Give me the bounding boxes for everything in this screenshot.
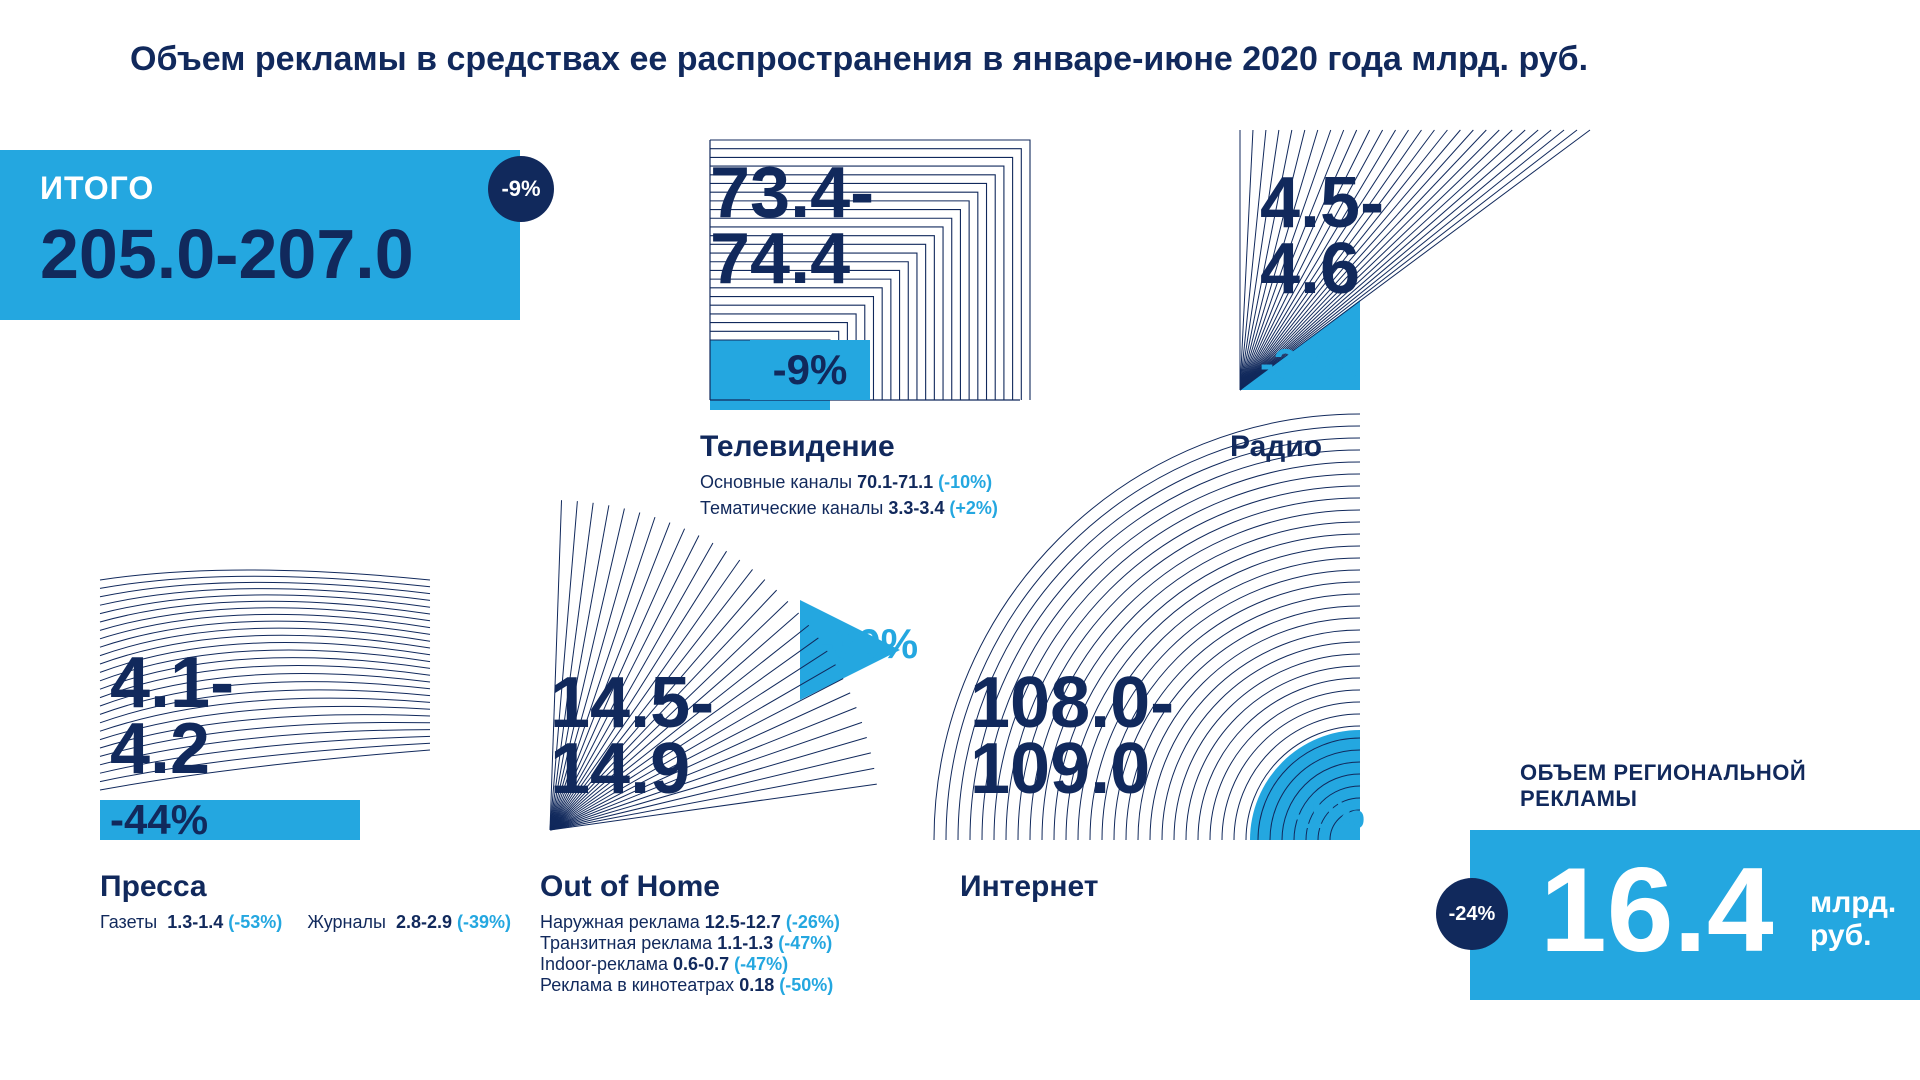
tv-value: 73.4- 74.4 bbox=[710, 160, 874, 292]
internet-delta: -1% bbox=[1290, 790, 1365, 838]
total-box: ИТОГО 205.0-207.0 bbox=[0, 150, 520, 320]
ooh-delta: -30% bbox=[820, 620, 918, 668]
tv-delta: -9% bbox=[773, 346, 848, 394]
press-title: Пресса bbox=[100, 870, 207, 904]
regional-unit: млрд. руб. bbox=[1810, 886, 1896, 952]
press-delta: -44% bbox=[110, 796, 208, 844]
press-subs: Газеты 1.3-1.4 (-53%) Журналы 2.8-2.9 (-… bbox=[100, 912, 511, 933]
regional-delta-badge: -24% bbox=[1436, 878, 1508, 950]
regional-value: 16.4 bbox=[1540, 850, 1774, 970]
ooh-title: Out of Home bbox=[540, 870, 720, 904]
tv-title: Телевидение bbox=[700, 430, 895, 464]
tv-delta-box: -9% bbox=[750, 340, 870, 400]
regional-box: 16.4 млрд. руб. bbox=[1470, 830, 1920, 1000]
ooh-value: 14.5- 14.9 bbox=[550, 670, 714, 802]
radio-value: 4.5- 4.6 bbox=[1260, 170, 1384, 302]
total-delta-badge: -9% bbox=[488, 156, 554, 222]
internet-value: 108.0- 109.0 bbox=[970, 670, 1174, 802]
page-title: Объем рекламы в средствах ее распростран… bbox=[130, 40, 1588, 79]
regional-label: ОБЪЕМ РЕГИОНАЛЬНОЙ РЕКЛАМЫ bbox=[1520, 760, 1806, 812]
ooh-subs: Наружная реклама 12.5-12.7 (-26%) Транзи… bbox=[540, 912, 840, 996]
tv-sub2: Тематические каналы 3.3-3.4 (+2%) bbox=[700, 498, 998, 519]
internet-title: Интернет bbox=[960, 870, 1099, 904]
total-label: ИТОГО bbox=[40, 170, 154, 207]
press-value: 4.1- 4.2 bbox=[110, 650, 234, 782]
radio-delta: -37% bbox=[1260, 340, 1358, 388]
total-value: 205.0-207.0 bbox=[40, 214, 414, 294]
tv-sub1: Основные каналы 70.1-71.1 (-10%) bbox=[700, 472, 992, 493]
